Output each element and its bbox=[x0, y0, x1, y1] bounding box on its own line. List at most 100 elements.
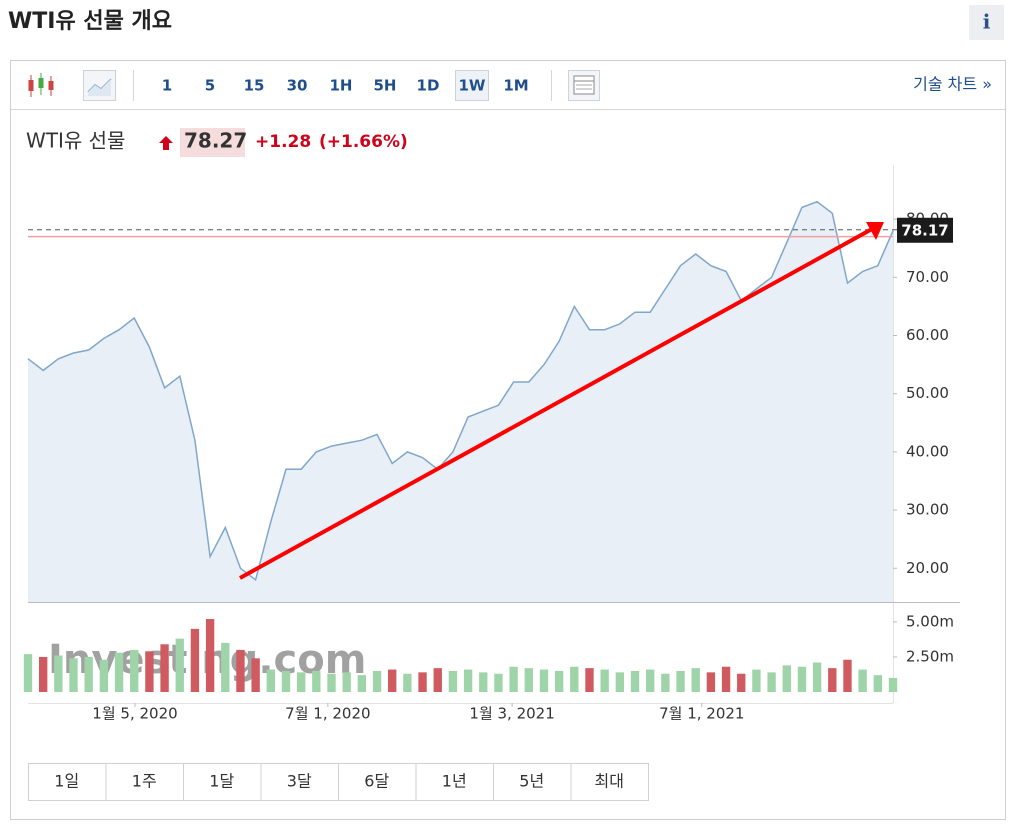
info-button[interactable] bbox=[969, 5, 1004, 40]
range-button[interactable] bbox=[260, 763, 339, 801]
volume-bar bbox=[145, 651, 154, 692]
volume-bar bbox=[23, 654, 33, 692]
technical-chart-link[interactable]: 기술 차트 » bbox=[913, 75, 992, 94]
volume-bar bbox=[205, 619, 215, 692]
volume-bar bbox=[372, 670, 382, 692]
volume-bar bbox=[479, 672, 488, 692]
volume-bar bbox=[69, 658, 78, 692]
candle-icon[interactable] bbox=[28, 73, 54, 97]
volume-bar bbox=[676, 670, 685, 692]
range-label[interactable]: 1년 bbox=[442, 772, 467, 791]
interval-button[interactable]: 5H bbox=[374, 77, 397, 95]
volume-bar bbox=[600, 669, 609, 692]
last-price-label: 78.17 bbox=[901, 221, 948, 239]
x-tick-label: 7월 1, 2021 bbox=[659, 705, 744, 723]
y-tick-label: 20.00 bbox=[906, 559, 949, 577]
volume-bar bbox=[691, 668, 700, 692]
price-change-percent: (+1.66%) bbox=[319, 132, 408, 152]
volume-bar bbox=[84, 656, 93, 692]
volume-bar bbox=[357, 675, 367, 692]
range-button[interactable] bbox=[105, 763, 184, 801]
price-change: +1.28 bbox=[255, 132, 311, 152]
x-tick-label: 1월 5, 2020 bbox=[92, 705, 177, 723]
range-label[interactable]: 최대 bbox=[595, 772, 624, 791]
volume-bar bbox=[570, 666, 579, 692]
volume-bar bbox=[585, 668, 594, 692]
volume-bar bbox=[99, 659, 109, 692]
volume-bar bbox=[130, 649, 139, 692]
volume-bar bbox=[160, 644, 169, 692]
volume-bar bbox=[524, 668, 533, 692]
instrument-name: WTI유 선물 bbox=[26, 129, 125, 153]
volume-bar bbox=[463, 669, 473, 692]
y-tick-label: 40.00 bbox=[906, 442, 949, 460]
volume-bar bbox=[388, 669, 397, 692]
interval-selected[interactable] bbox=[455, 70, 489, 101]
price-highlight bbox=[180, 128, 245, 157]
trend-arrow bbox=[239, 222, 884, 580]
volume-bar bbox=[281, 670, 291, 692]
volume-bar bbox=[843, 659, 852, 692]
range-label[interactable]: 3달 bbox=[287, 772, 312, 791]
interval-button[interactable]: 1D bbox=[417, 77, 440, 95]
y-tick-label: 30.00 bbox=[906, 501, 949, 519]
page-title: WTI유 선물 개요 bbox=[8, 9, 172, 34]
volume-bar bbox=[737, 673, 746, 692]
volume-bar bbox=[539, 669, 549, 692]
volume-bar bbox=[661, 673, 670, 692]
volume-bar bbox=[812, 662, 822, 692]
volume-tick-label: 5.00m bbox=[906, 612, 954, 630]
up-arrow bbox=[159, 136, 173, 150]
volume-bar bbox=[39, 656, 48, 692]
range-button[interactable] bbox=[183, 763, 262, 801]
interval-button[interactable]: 1H bbox=[330, 77, 353, 95]
range-button[interactable] bbox=[493, 763, 572, 801]
range-label[interactable]: 5년 bbox=[519, 772, 544, 791]
volume-bar bbox=[828, 668, 837, 692]
volume-bar bbox=[858, 669, 867, 692]
volume-bar bbox=[54, 655, 63, 692]
volume-bar bbox=[721, 666, 731, 692]
volume-bar bbox=[782, 665, 791, 692]
volume-tick-label: 2.50m bbox=[906, 647, 954, 665]
range-button[interactable] bbox=[570, 763, 649, 801]
volume-bar bbox=[251, 658, 260, 692]
volume-bar bbox=[114, 652, 124, 692]
volume-bar bbox=[190, 628, 200, 692]
volume-bar bbox=[494, 673, 503, 692]
volume-bar bbox=[554, 670, 564, 692]
range-label[interactable]: 6달 bbox=[364, 772, 389, 791]
interval-button[interactable]: 1 bbox=[162, 77, 172, 95]
volume-bar bbox=[342, 672, 351, 692]
volume-bar bbox=[873, 675, 882, 692]
range-label[interactable]: 1주 bbox=[132, 772, 157, 791]
volume-bar bbox=[448, 670, 458, 692]
range-button[interactable] bbox=[415, 763, 494, 801]
volume-bar bbox=[296, 672, 306, 692]
y-tick-label: 50.00 bbox=[906, 384, 949, 402]
line-chart-icon[interactable] bbox=[83, 70, 116, 101]
interval-button[interactable]: 1M bbox=[503, 77, 528, 95]
x-tick-label: 1월 3, 2021 bbox=[469, 705, 554, 723]
info-icon[interactable]: i bbox=[983, 10, 991, 34]
range-button[interactable] bbox=[28, 763, 107, 801]
interval-button[interactable]: 30 bbox=[287, 77, 308, 95]
range-label[interactable]: 1일 bbox=[54, 772, 79, 791]
volume-bar bbox=[175, 638, 184, 692]
volume-bar bbox=[706, 672, 716, 692]
interval-button[interactable]: 5 bbox=[205, 77, 215, 95]
price-area bbox=[28, 201, 893, 602]
volume-bar bbox=[418, 672, 427, 692]
table-icon[interactable] bbox=[568, 70, 600, 101]
y-tick-label: 70.00 bbox=[906, 268, 949, 286]
volume-bar bbox=[403, 673, 412, 692]
interval-button[interactable]: 15 bbox=[244, 77, 265, 95]
volume-bar bbox=[752, 669, 761, 692]
volume-bar bbox=[888, 677, 898, 692]
volume-bar bbox=[797, 666, 807, 692]
range-label[interactable]: 1달 bbox=[209, 772, 234, 791]
last-price-box bbox=[897, 217, 953, 243]
interval-button[interactable]: 1W bbox=[459, 77, 486, 95]
range-button[interactable] bbox=[338, 763, 417, 801]
volume-bar bbox=[236, 649, 245, 692]
